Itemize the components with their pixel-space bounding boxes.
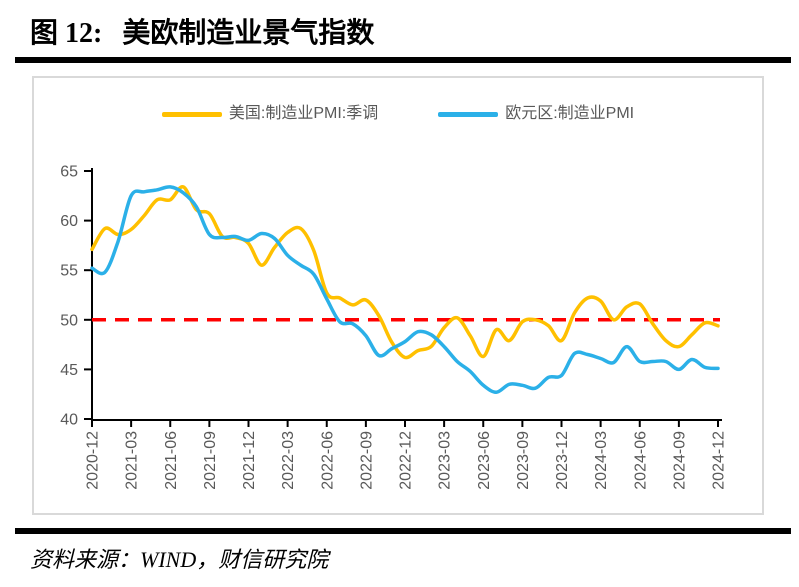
y-tick-label: 45 [60,362,78,379]
x-tick-label: 2024-09 [671,431,688,490]
eurozone-series-label: 欧元区:制造业PMI [505,105,635,122]
x-tick-label: 2022-09 [358,431,375,490]
us-series-label: 美国:制造业PMI:季调 [228,105,379,122]
legend-item-eurozone: 欧元区:制造业PMI [438,106,634,122]
x-tick-label: 2024-12 [711,431,728,490]
source-note: 资料来源：WIND，财信研究院 [30,547,329,572]
pmi-line-chart: 40 45 50 55 60 65 2020-12 2021-03 2021-06 2021-09… [60,164,728,490]
eurozone-series-color-swatch [438,111,499,117]
us-series-color-swatch [161,111,222,117]
x-tick-label: 2021-06 [163,431,180,490]
series-line-eurozone [90,185,720,394]
x-tick-label: 2023-06 [476,431,493,490]
y-tick-label: 60 [60,213,78,230]
x-tick-label: 2024-03 [593,431,610,490]
chart-legend: 美国:制造业PMI:季调 欧元区:制造业PMI [34,106,762,122]
series-line-us [90,185,720,360]
title-divider-rule [15,57,791,63]
x-tick-label: 2024-06 [632,431,649,490]
figure-title: 美欧制造业景气指数 [122,18,375,49]
x-tick-label: 2020-12 [85,431,102,490]
y-tick-label: 50 [60,312,78,329]
chart-container: 40 45 50 55 60 65 2020-12 2021-03 2021-06 2021-09… [32,76,764,515]
y-tick-label: 40 [60,412,78,429]
x-tick-label: 2023-03 [437,431,454,490]
x-tick-label: 2021-09 [202,431,219,490]
figure-title-row: 图 12: 美欧制造业景气指数 [30,11,374,51]
x-tick-label: 2022-03 [280,431,297,490]
x-tick-label: 2022-06 [319,431,336,490]
x-tick-label: 2021-03 [124,431,141,490]
y-tick-label: 65 [60,164,78,181]
x-tick-label: 2022-12 [398,431,415,490]
y-tick-label: 55 [60,263,78,280]
x-tick-label: 2021-12 [241,431,258,490]
footer-divider-rule [15,528,791,534]
x-tick-label: 2023-12 [554,431,571,490]
legend-item-us: 美国:制造业PMI:季调 [161,105,379,122]
x-tick-label: 2023-09 [515,431,532,490]
figure-number: 图 12: [30,18,103,49]
